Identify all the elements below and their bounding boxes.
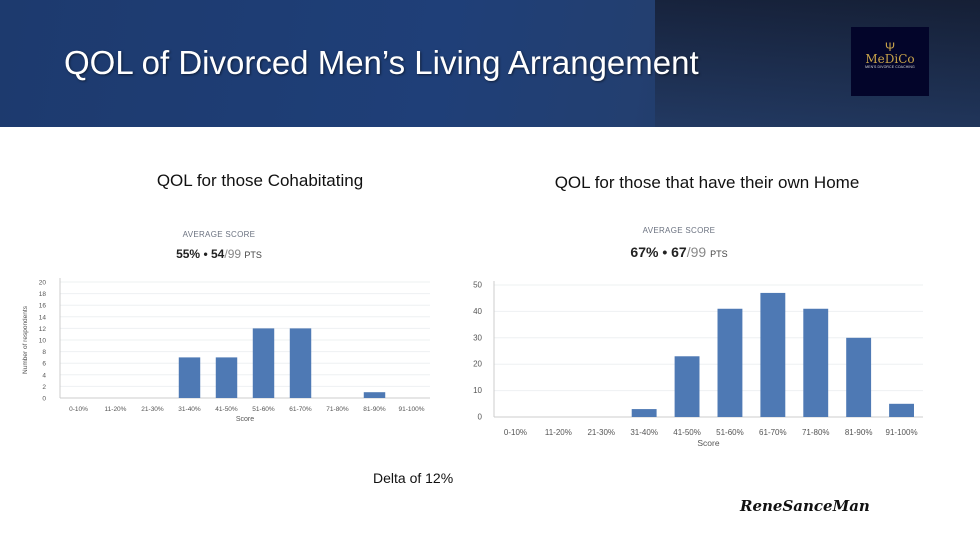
x-tick-label: 81-90%	[363, 406, 386, 413]
y-tick-label: 14	[39, 314, 47, 321]
x-tick-label: 31-40%	[630, 428, 658, 437]
bar-91-100%	[889, 403, 914, 417]
x-tick-label: 81-90%	[845, 428, 873, 437]
separator: •	[203, 247, 208, 261]
avg-denominator: /99	[686, 244, 707, 260]
y-tick-label: 10	[39, 338, 47, 345]
x-tick-label: 11-20%	[105, 406, 127, 413]
y-tick-label: 0	[42, 396, 46, 403]
medico-logo: Ψ MeDiCo MEN'S DIVORCE COACHING	[851, 27, 929, 96]
avg-points: 54	[211, 247, 225, 261]
bar-71-80%	[803, 308, 829, 417]
y-tick-label: 40	[473, 307, 482, 316]
x-tick-label: 51-60%	[716, 428, 744, 437]
y-tick-label: 0	[478, 413, 483, 422]
y-tick-label: 12	[39, 326, 47, 333]
logo-name: MeDiCo	[865, 52, 915, 66]
left-average-score: AVERAGE SCORE 55% • 54/99 PTS	[176, 230, 262, 261]
avg-denominator: /99	[224, 247, 242, 261]
left-chart-title: QOL for those Cohabitating	[156, 171, 364, 190]
average-score-label: AVERAGE SCORE	[182, 230, 256, 239]
bar-31-40%	[631, 409, 657, 417]
trident-icon: Ψ	[884, 40, 896, 54]
y-tick-label: 2	[42, 384, 46, 391]
avg-unit: PTS	[244, 250, 262, 260]
bar-51-60%	[252, 328, 275, 398]
y-tick-label: 30	[473, 333, 482, 342]
bar-31-40%	[178, 357, 201, 398]
x-tick-label: 51-60%	[252, 406, 275, 413]
x-tick-label: 11-20%	[545, 428, 572, 437]
x-tick-label: 41-50%	[215, 406, 238, 413]
y-tick-label: 6	[42, 361, 46, 368]
average-score-label: AVERAGE SCORE	[642, 226, 716, 235]
x-tick-label: 71-80%	[802, 428, 830, 437]
x-tick-label: 41-50%	[673, 428, 701, 437]
y-tick-label: 8	[42, 349, 46, 356]
avg-unit: PTS	[710, 249, 728, 259]
signature: ReneSanceMan	[740, 497, 870, 515]
avg-percent: 67%	[630, 244, 659, 260]
x-tick-label: 91-100%	[398, 406, 424, 413]
slide-title: QOL of Divorced Men’s Living Arrangement	[64, 44, 699, 81]
y-tick-label: 18	[39, 291, 47, 298]
logo-tagline: MEN'S DIVORCE COACHING	[865, 65, 915, 69]
avg-points: 67	[671, 244, 687, 260]
y-tick-label: 50	[473, 281, 482, 290]
x-tick-label: 0-10%	[504, 428, 527, 437]
x-tick-label: 91-100%	[886, 428, 918, 437]
bar-81-90%	[363, 392, 386, 398]
bar-81-90%	[846, 337, 872, 417]
y-tick-label: 10	[473, 386, 482, 395]
x-axis-title: Score	[697, 438, 719, 448]
x-axis-title: Score	[236, 416, 254, 423]
right-average-score: AVERAGE SCORE 67% • 67/99 PTS	[630, 226, 727, 260]
y-axis-title: Number of respondents	[22, 305, 29, 374]
right-chart-title: QOL for those that have their own Home	[554, 173, 860, 192]
x-tick-label: 61-70%	[289, 406, 312, 413]
y-tick-label: 16	[39, 303, 47, 310]
y-tick-label: 4	[42, 372, 46, 379]
bar-51-60%	[717, 308, 743, 417]
avg-percent: 55%	[176, 247, 201, 261]
x-tick-label: 21-30%	[587, 428, 615, 437]
delta-text: Delta of 12%	[373, 470, 454, 486]
bar-41-50%	[215, 357, 238, 398]
bar-61-70%	[760, 292, 786, 417]
separator: •	[662, 244, 668, 260]
x-tick-label: 61-70%	[759, 428, 787, 437]
bar-61-70%	[289, 328, 312, 398]
y-tick-label: 20	[473, 360, 482, 369]
x-tick-label: 71-80%	[326, 406, 349, 413]
x-tick-label: 0-10%	[69, 406, 88, 413]
bar-41-50%	[674, 356, 700, 417]
y-tick-label: 20	[39, 280, 47, 287]
x-tick-label: 21-30%	[141, 406, 164, 413]
x-tick-label: 31-40%	[178, 406, 201, 413]
